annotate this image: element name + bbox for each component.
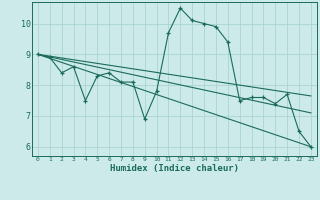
X-axis label: Humidex (Indice chaleur): Humidex (Indice chaleur)	[110, 164, 239, 173]
